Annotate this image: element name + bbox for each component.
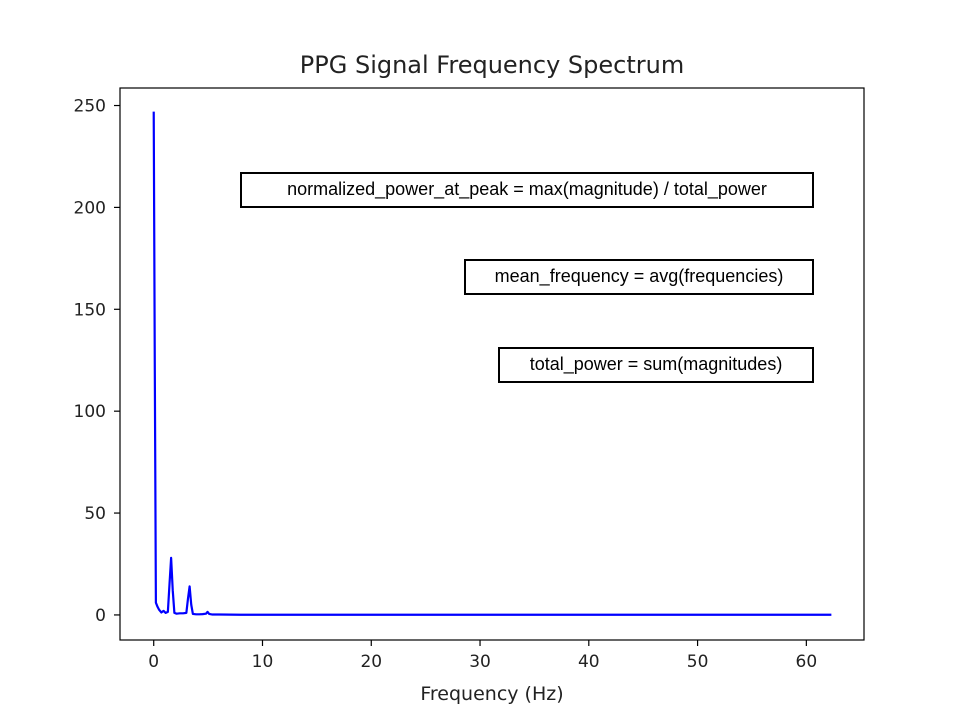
normalized-power-annotation: normalized_power_at_peak = max(magnitude… bbox=[240, 172, 814, 208]
y-tick-label: 250 bbox=[74, 97, 106, 117]
plot-frame bbox=[119, 87, 865, 641]
x-tick-label: 60 bbox=[796, 652, 818, 672]
chart-title: PPG Signal Frequency Spectrum bbox=[300, 51, 684, 79]
series-layer bbox=[152, 111, 832, 616]
spectrum-line bbox=[152, 111, 832, 616]
x-tick-label: 10 bbox=[252, 652, 274, 672]
x-axis-ticks: 0 10 20 30 40 50 60 bbox=[148, 640, 817, 672]
y-tick-label: 100 bbox=[74, 402, 106, 422]
y-axis-ticks: 0 50 100 150 200 250 bbox=[74, 97, 120, 626]
total-power-annotation: total_power = sum(magnitudes) bbox=[498, 347, 814, 383]
x-axis-label: Frequency (Hz) bbox=[420, 683, 563, 705]
y-tick-label: 50 bbox=[84, 504, 106, 524]
y-tick-label: 150 bbox=[74, 300, 106, 320]
y-tick-label: 0 bbox=[95, 606, 106, 626]
x-tick-label: 30 bbox=[469, 652, 491, 672]
mean-frequency-annotation: mean_frequency = avg(frequencies) bbox=[464, 259, 814, 295]
x-tick-label: 40 bbox=[578, 652, 600, 672]
x-tick-label: 0 bbox=[148, 652, 159, 672]
x-tick-label: 20 bbox=[360, 652, 382, 672]
y-tick-label: 200 bbox=[74, 198, 106, 218]
x-tick-label: 50 bbox=[687, 652, 709, 672]
